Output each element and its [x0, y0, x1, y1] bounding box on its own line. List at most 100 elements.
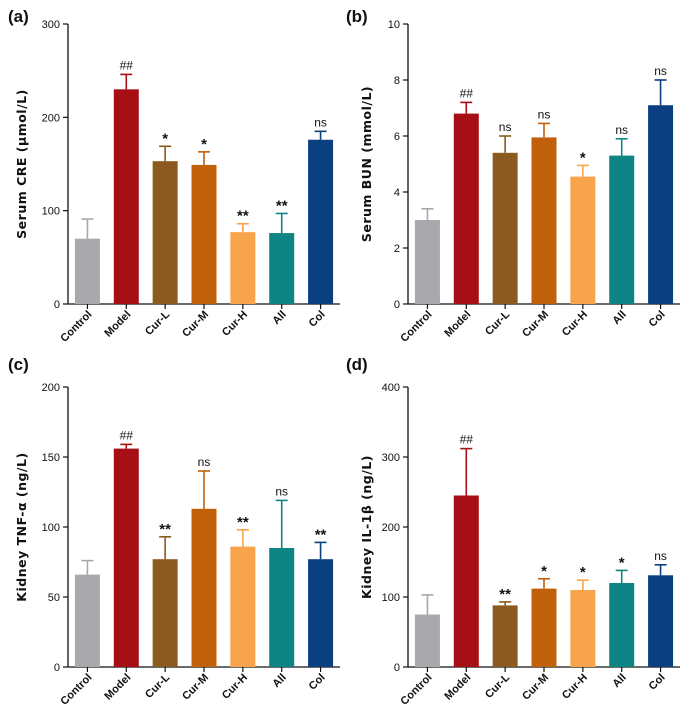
category-label: All [610, 672, 628, 690]
significance-label: ns [654, 64, 667, 78]
significance-label: * [580, 564, 586, 581]
y-tick-label: 8 [394, 75, 400, 87]
category-label: Cur-H [560, 672, 590, 702]
chart-panel-2: (b) Serum BUN (mmol/L) 0 2 4 6 8 10 Control ## Mod… [346, 7, 680, 345]
bar-col [308, 139, 334, 304]
bar-cur-m [531, 588, 557, 667]
significance-label: ** [159, 521, 171, 538]
significance-label: ** [237, 514, 249, 531]
bar-all [269, 233, 295, 304]
y-tick-label: 100 [42, 522, 60, 534]
bar-cur-m [191, 508, 217, 667]
category-label: Model [442, 309, 473, 340]
bar-model [113, 89, 139, 304]
category-label: Col [307, 309, 328, 330]
significance-label: * [541, 563, 547, 580]
category-label: All [270, 672, 288, 690]
significance-label: ns [538, 107, 551, 121]
y-tick-label: 0 [394, 299, 400, 311]
category-label: Cur-H [220, 672, 250, 702]
category-label: Cur-L [483, 308, 512, 337]
chart-panel-4: (d) Kidney IL-1β (ng/L) 0 100 200 300 400 Contr… [346, 355, 680, 708]
y-tick-label: 200 [382, 522, 400, 534]
significance-label: ns [275, 484, 288, 498]
significance-label: ## [120, 428, 134, 442]
significance-label: ## [460, 433, 474, 447]
bar-col [648, 575, 674, 667]
category-label: All [610, 309, 628, 327]
y-tick-label: 200 [42, 112, 60, 124]
significance-label: ns [654, 549, 667, 563]
category-label: Col [307, 672, 328, 693]
category-label: Cur-L [483, 671, 512, 700]
y-tick-label: 10 [388, 19, 400, 31]
panel-label: (d) [346, 355, 368, 374]
category-label: Control [58, 672, 94, 708]
y-axis-label: Serum BUN (mmol/L) [359, 86, 374, 242]
bar-cur-h [230, 232, 256, 304]
category-label: Cur-M [180, 309, 211, 340]
y-axis-label: Kidney TNF-α (ng/L) [14, 452, 29, 601]
bar-all [269, 548, 295, 667]
category-label: Cur-H [560, 309, 590, 339]
significance-label: ns [499, 120, 512, 134]
panel-label: (a) [8, 7, 29, 26]
category-label: Cur-L [143, 308, 172, 337]
category-label: Cur-M [520, 309, 551, 340]
bar-cur-l [492, 605, 518, 667]
bar-col [308, 559, 334, 667]
bar-control [414, 220, 440, 304]
bar-cur-h [570, 176, 596, 304]
bar-cur-l [152, 559, 178, 667]
significance-label: * [162, 130, 168, 147]
y-tick-label: 0 [54, 662, 60, 674]
bar-cur-l [492, 152, 518, 304]
category-label: Model [102, 672, 133, 703]
panel-label: (c) [8, 355, 29, 374]
y-tick-label: 4 [394, 187, 400, 199]
y-tick-label: 100 [42, 206, 60, 218]
category-label: Control [58, 309, 94, 345]
y-tick-label: 100 [382, 592, 400, 604]
y-tick-label: 150 [42, 452, 60, 464]
bar-control [74, 574, 100, 667]
significance-label: ## [460, 86, 474, 100]
y-tick-label: 6 [394, 131, 400, 143]
y-axis-label: Serum CRE (μmol/L) [14, 89, 29, 239]
bar-control [74, 238, 100, 304]
category-label: Cur-M [180, 672, 211, 703]
category-label: Model [102, 309, 133, 340]
significance-label: * [580, 149, 586, 166]
significance-label: ** [276, 197, 288, 214]
bar-model [453, 495, 479, 667]
y-tick-label: 300 [42, 19, 60, 31]
y-tick-label: 50 [48, 592, 60, 604]
category-label: Col [647, 309, 668, 330]
significance-label: ** [499, 586, 511, 603]
significance-label: ## [120, 58, 134, 72]
category-label: Control [398, 672, 434, 708]
y-tick-label: 0 [54, 299, 60, 311]
category-label: All [270, 309, 288, 327]
significance-label: ** [315, 526, 327, 543]
y-axis-label: Kidney IL-1β (ng/L) [359, 455, 374, 599]
bar-model [113, 448, 139, 667]
bar-cur-h [230, 546, 256, 667]
significance-label: ** [237, 208, 249, 225]
significance-label: ns [198, 455, 211, 469]
significance-label: ns [314, 115, 327, 129]
significance-label: ns [615, 123, 628, 137]
category-label: Cur-H [220, 309, 250, 339]
panel-label: (b) [346, 7, 368, 26]
category-label: Col [647, 672, 668, 693]
bar-cur-m [191, 164, 217, 304]
y-tick-label: 300 [382, 452, 400, 464]
bar-cur-m [531, 137, 557, 304]
significance-label: * [619, 554, 625, 571]
category-label: Cur-M [520, 672, 551, 703]
y-tick-label: 2 [394, 243, 400, 255]
bar-all [609, 583, 635, 667]
category-label: Control [398, 309, 434, 345]
bar-cur-h [570, 590, 596, 667]
